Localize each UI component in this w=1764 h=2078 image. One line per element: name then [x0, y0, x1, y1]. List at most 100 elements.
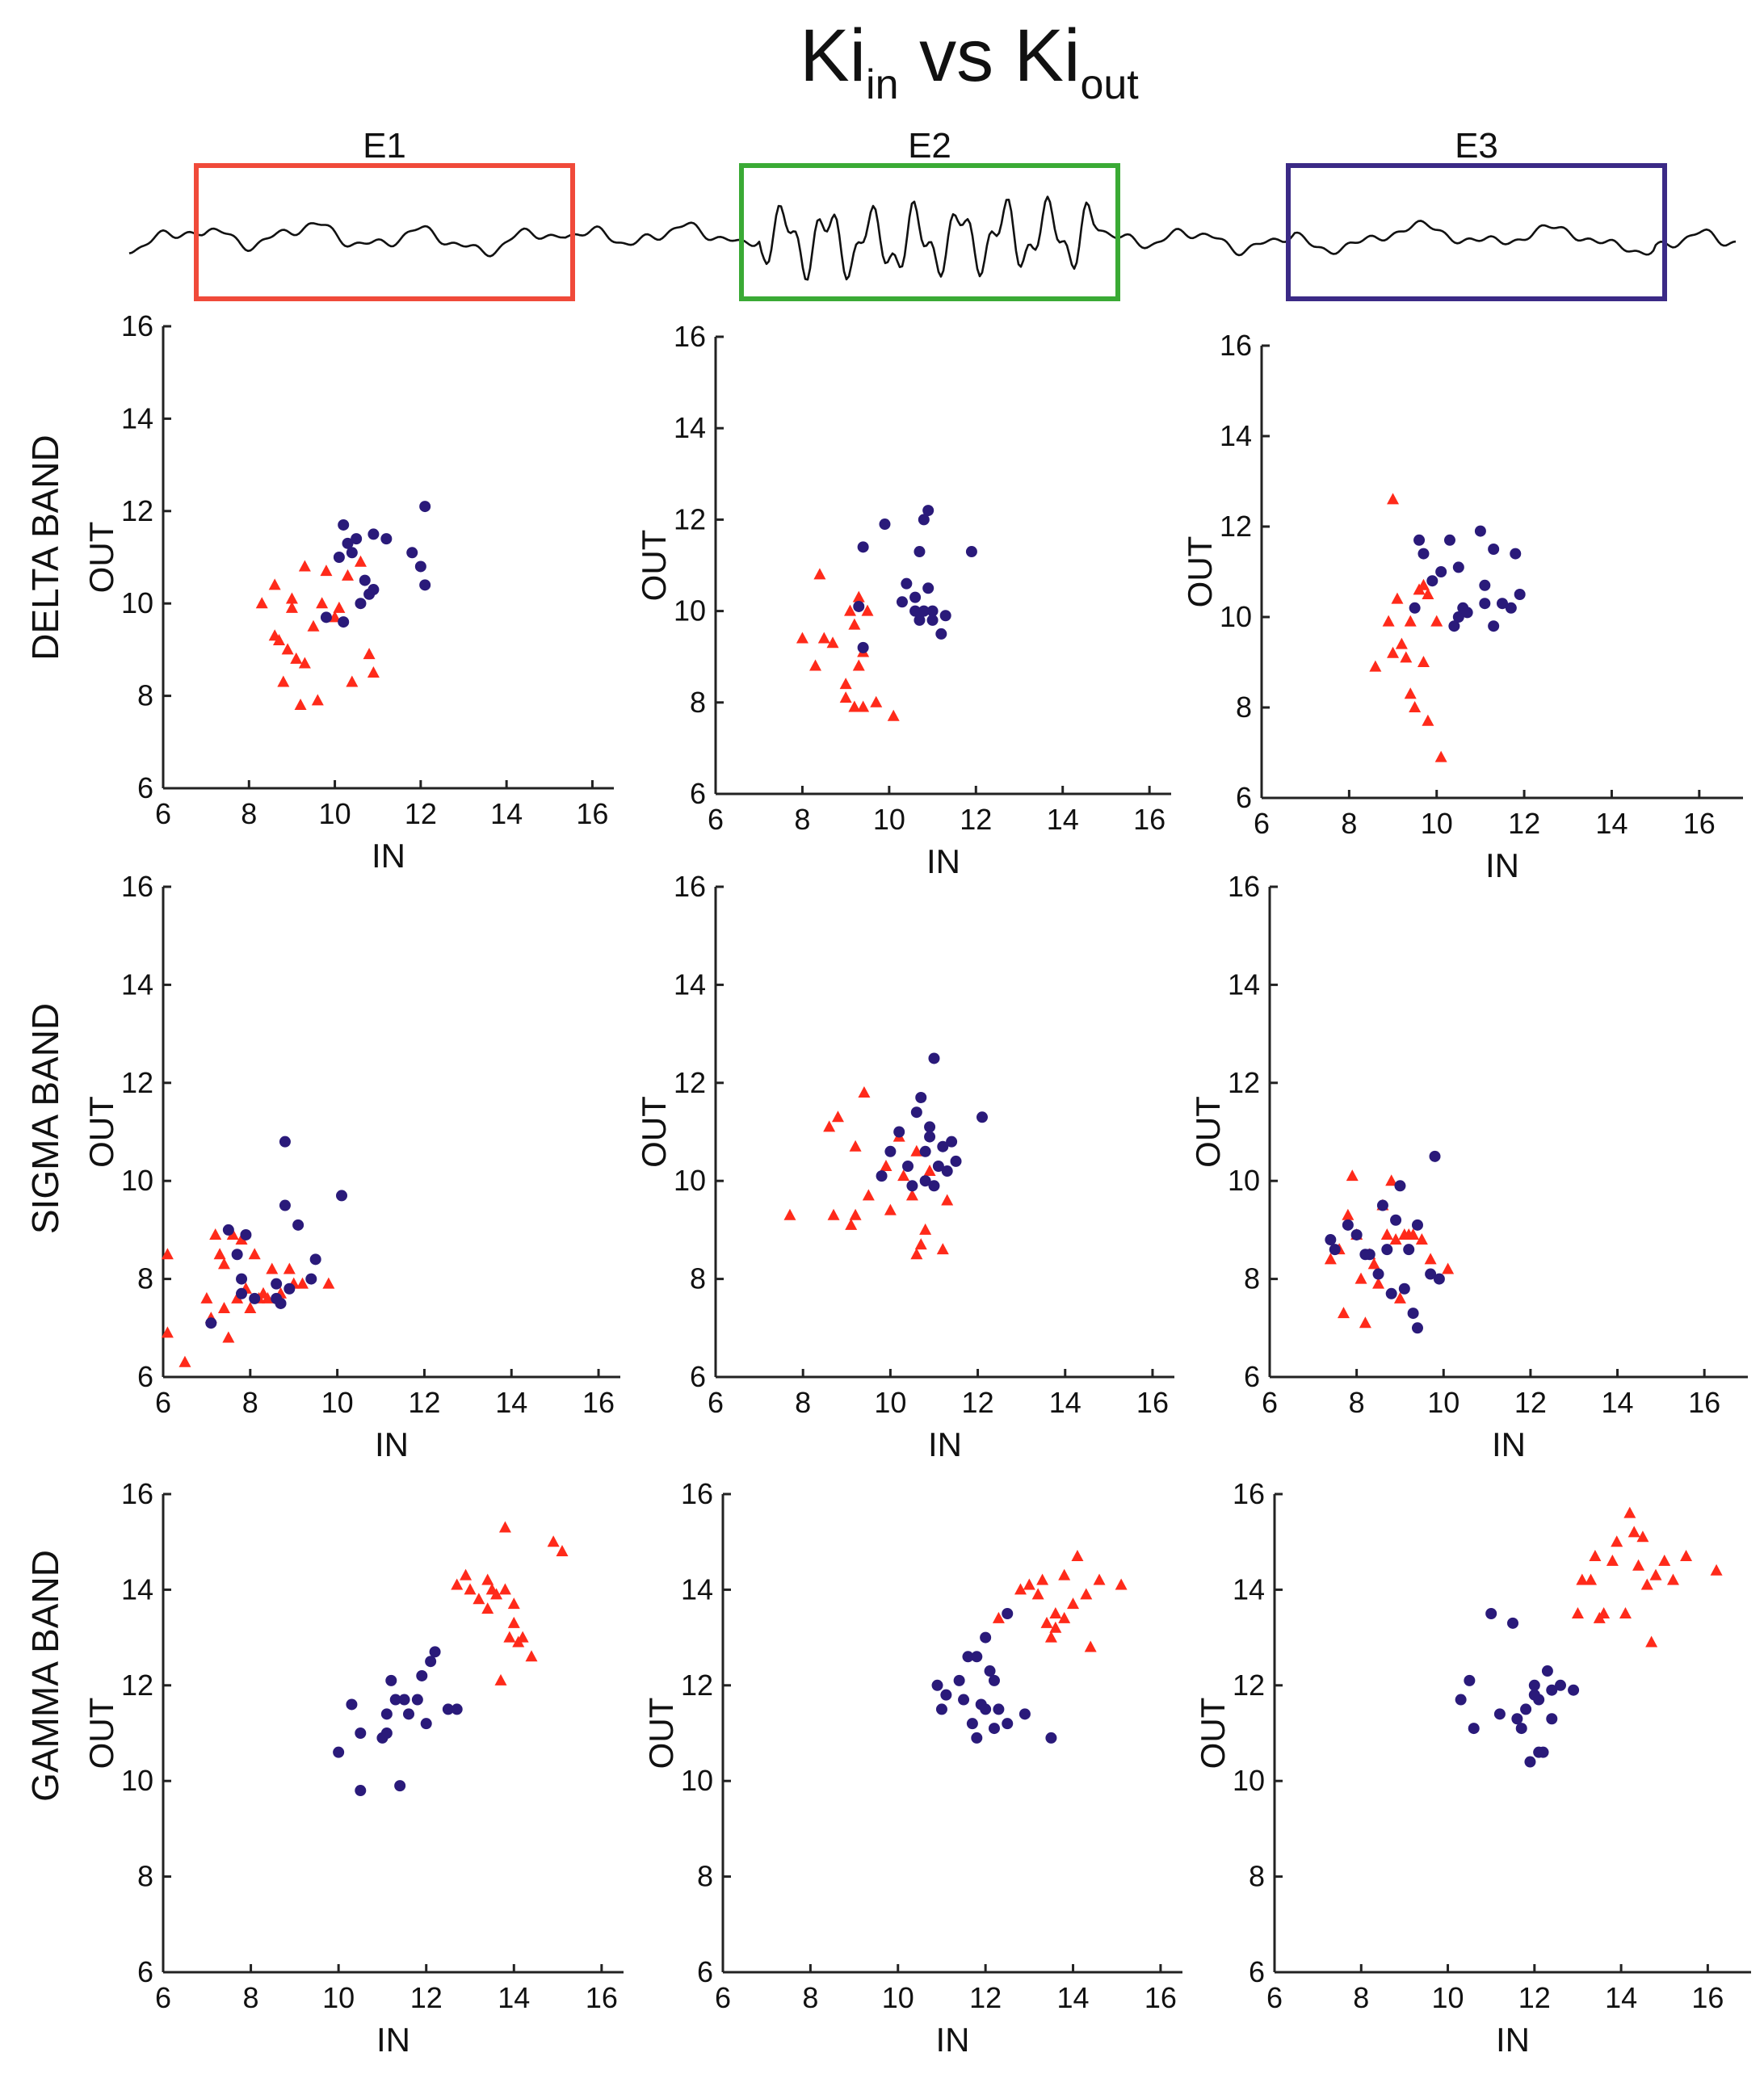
data-point-triangle [1359, 1316, 1371, 1329]
data-point-dot [906, 1180, 918, 1192]
data-point-dot [338, 616, 350, 628]
data-point-triangle [294, 699, 307, 711]
x-axis-label: IN [936, 2021, 970, 2059]
x-tick-label: 6 [708, 1386, 724, 1419]
data-point-triangle [1084, 1640, 1097, 1652]
y-tick-label: 10 [121, 1764, 153, 1797]
data-point-dot [1474, 525, 1486, 537]
data-point-triangle [1049, 1621, 1062, 1633]
data-point-triangle [1640, 1578, 1653, 1590]
x-tick-label: 12 [408, 1386, 440, 1419]
data-point-triangle [858, 1085, 871, 1098]
data-point-dot [893, 1126, 905, 1138]
y-tick-label: 6 [690, 1360, 706, 1393]
data-point-triangle [226, 1228, 239, 1240]
data-point-dot [857, 541, 869, 553]
data-point-dot [941, 1165, 953, 1178]
data-point-dot [1541, 1665, 1553, 1677]
data-point-triangle [1576, 1573, 1589, 1585]
x-tick-label: 14 [495, 1386, 527, 1419]
data-point-triangle [839, 678, 852, 690]
y-tick-label: 16 [681, 1477, 713, 1510]
data-point-triangle [1434, 750, 1447, 762]
x-tick-label: 10 [874, 1386, 906, 1419]
data-point-dot [1524, 1756, 1536, 1768]
y-tick-label: 6 [690, 777, 706, 810]
data-point-dot [924, 1121, 936, 1133]
data-point-triangle [1372, 1277, 1385, 1289]
x-tick-label: 8 [243, 1981, 259, 2014]
data-point-triangle [1080, 1588, 1093, 1600]
data-point-triangle [852, 590, 865, 602]
data-point-dot [935, 628, 947, 640]
data-point-triangle [992, 1611, 1005, 1623]
data-point-triangle [1058, 1568, 1071, 1581]
data-point-dot [953, 1674, 965, 1686]
data-point-dot [1425, 1268, 1437, 1280]
data-point-dot [915, 1092, 927, 1104]
data-point-dot [926, 605, 939, 617]
data-point-triangle [1611, 1535, 1623, 1547]
data-point-dot [1390, 1214, 1402, 1226]
data-point-dot [284, 1282, 296, 1295]
y-tick-label: 8 [1236, 691, 1252, 724]
eeg-trace [128, 195, 1737, 281]
data-point-dot [924, 1131, 936, 1143]
y-tick-label: 16 [674, 320, 706, 353]
data-point-triangle [1324, 1253, 1337, 1265]
y-tick-label: 16 [1220, 329, 1252, 362]
data-point-dot [380, 1708, 393, 1720]
data-point-dot [342, 537, 354, 549]
data-point-triangle [235, 1233, 248, 1245]
data-point-triangle [845, 1218, 858, 1230]
x-axis-label: IN [926, 842, 960, 880]
y-tick-label: 14 [121, 968, 153, 1001]
data-point-dot [346, 1698, 358, 1711]
x-tick-label: 12 [969, 1981, 1002, 2014]
y-axis-label: OUT [642, 1698, 680, 1769]
data-point-triangle [248, 1248, 261, 1260]
y-tick-label: 14 [681, 1572, 713, 1606]
data-point-triangle [1404, 687, 1417, 699]
x-tick-label: 6 [155, 797, 171, 830]
data-point-dot [857, 641, 869, 653]
y-tick-label: 8 [137, 1860, 153, 1893]
data-point-dot [962, 1651, 974, 1663]
y-tick-label: 12 [1220, 510, 1252, 543]
y-axis-label: OUT [635, 530, 673, 602]
data-point-triangle [1346, 1169, 1359, 1182]
x-tick-label: 6 [1254, 807, 1270, 840]
data-point-dot [1464, 1674, 1476, 1686]
data-point-dot [368, 584, 380, 596]
y-tick-label: 14 [674, 968, 706, 1001]
data-point-dot [1510, 548, 1522, 560]
data-point-dot [1488, 544, 1500, 555]
svg-text:Kiin vs Kiout: Kiin vs Kiout [800, 15, 1139, 108]
data-point-dot [909, 605, 922, 617]
x-tick-label: 14 [1602, 1386, 1634, 1419]
data-point-triangle [1400, 651, 1413, 663]
x-tick-label: 8 [802, 1981, 818, 2014]
data-point-triangle [839, 691, 852, 703]
data-point-triangle [333, 601, 346, 613]
x-tick-label: 16 [1136, 1386, 1169, 1419]
x-tick-label: 6 [715, 1981, 731, 2014]
data-point-dot [910, 1106, 922, 1119]
y-tick-label: 14 [1220, 419, 1252, 452]
epoch-box-e2 [739, 163, 1120, 301]
data-point-triangle [1369, 660, 1382, 672]
data-point-triangle [823, 1120, 836, 1132]
data-point-triangle [547, 1535, 560, 1547]
data-point-triangle [905, 1189, 918, 1201]
data-point-triangle [494, 1673, 507, 1685]
data-point-dot [380, 1727, 393, 1739]
data-point-dot [1398, 1282, 1410, 1295]
data-point-dot [355, 598, 367, 610]
data-point-triangle [1415, 1233, 1428, 1245]
data-point-triangle [161, 1248, 174, 1260]
data-point-dot [389, 1694, 401, 1706]
data-point-triangle [1422, 714, 1434, 726]
data-point-triangle [209, 1228, 222, 1240]
data-point-triangle [1407, 1228, 1420, 1240]
data-point-dot [1537, 1746, 1549, 1758]
